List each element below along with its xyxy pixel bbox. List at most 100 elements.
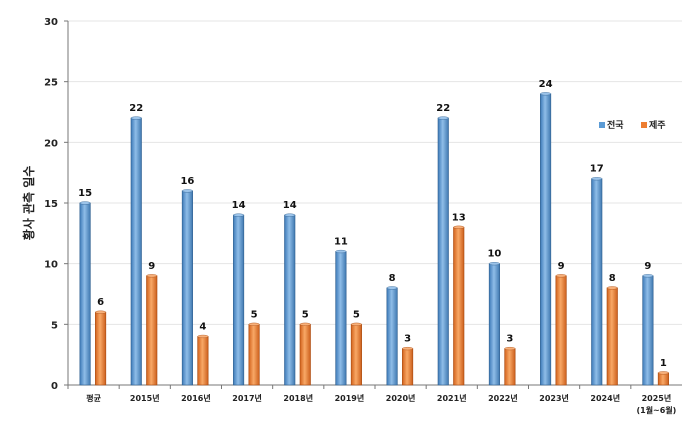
- y-tick-label: 20: [44, 138, 58, 149]
- x-tick-label: 2020년: [386, 393, 416, 403]
- data-label: 16: [180, 176, 194, 187]
- data-label: 14: [232, 200, 246, 211]
- data-label: 1: [660, 358, 667, 369]
- bar-jeju: [350, 324, 362, 386]
- bar-top-cap: [350, 322, 362, 326]
- bar-top-cap: [453, 225, 465, 229]
- y-tick-label: 10: [44, 260, 58, 271]
- bar-top-cap: [437, 116, 449, 120]
- bars: [79, 92, 669, 386]
- data-label: 4: [199, 321, 206, 332]
- bar-top-cap: [504, 347, 516, 351]
- bar-top-cap: [642, 274, 654, 278]
- data-label: 8: [609, 273, 616, 284]
- y-tick-label: 30: [44, 17, 58, 28]
- data-label: 13: [452, 212, 466, 223]
- bar-top-cap: [233, 213, 245, 217]
- bar-top-cap: [248, 322, 260, 326]
- data-label: 9: [644, 261, 651, 272]
- data-label: 5: [353, 309, 360, 320]
- x-tick-label: 2019년: [335, 393, 365, 403]
- x-tick-label: 2025년: [642, 393, 672, 403]
- grid-lines: [68, 20, 682, 325]
- x-tick-note: (1월~6월): [636, 405, 676, 415]
- bar-jeju: [95, 311, 107, 386]
- x-tick-label: 2024년: [590, 393, 620, 403]
- bar-national: [233, 214, 245, 386]
- data-label: 5: [302, 309, 309, 320]
- x-tick-label: 2022년: [488, 393, 518, 403]
- bar-national: [284, 214, 296, 386]
- bar-top-cap: [299, 322, 311, 326]
- bar-top-cap: [402, 347, 414, 351]
- bar-national: [386, 287, 398, 386]
- x-tick-label: 2015년: [130, 393, 160, 403]
- bar-national: [540, 93, 552, 386]
- legend-label: 전국: [607, 119, 624, 131]
- bar-national: [79, 202, 91, 386]
- data-label: 24: [539, 79, 553, 90]
- bar-top-cap: [591, 177, 603, 181]
- bar-jeju: [248, 324, 260, 386]
- legend: 전국 제주: [599, 119, 666, 131]
- x-tick-label: 2023년: [539, 393, 569, 403]
- bar-jeju: [197, 336, 209, 386]
- bar-top-cap: [181, 189, 193, 193]
- y-tick-label: 25: [44, 78, 58, 89]
- data-label: 15: [78, 188, 92, 199]
- data-label: 22: [129, 103, 143, 114]
- legend-label: 제주: [649, 119, 666, 131]
- data-label: 10: [487, 249, 501, 260]
- data-label: 8: [389, 273, 396, 284]
- legend-swatch: [599, 122, 605, 128]
- data-label: 14: [283, 200, 297, 211]
- bar-national: [488, 263, 500, 386]
- bar-national: [130, 117, 142, 386]
- bar-top-cap: [130, 116, 142, 120]
- data-label: 22: [436, 103, 450, 114]
- bar-national: [591, 178, 603, 386]
- y-tick-label: 5: [51, 320, 58, 331]
- data-label: 17: [590, 164, 604, 175]
- bar-jeju: [555, 275, 567, 386]
- y-axis-label: 황사 관측 일수: [21, 166, 36, 241]
- bar-top-cap: [386, 286, 398, 290]
- y-tick-label: 15: [44, 199, 58, 210]
- data-label: 9: [558, 261, 565, 272]
- bar-top-cap: [197, 334, 209, 339]
- y-tick-label: 0: [51, 381, 58, 392]
- bar-top-cap: [555, 274, 567, 278]
- bar-top-cap: [284, 213, 296, 217]
- bar-top-cap: [79, 201, 91, 205]
- data-label: 5: [251, 309, 258, 320]
- bar-jeju: [299, 324, 311, 386]
- bar-top-cap: [657, 371, 669, 375]
- data-labels: 15 22 16 14 14 11 8 22 10 24 17 9 6 9 4 5 5 5 3 13 3 9 8 1: [78, 79, 667, 369]
- data-label: 11: [334, 237, 348, 248]
- legend-swatch: [641, 122, 647, 128]
- bar-jeju: [606, 287, 618, 386]
- bar-jeju: [402, 348, 414, 386]
- x-tick-label: 평균: [86, 393, 101, 403]
- bar-national: [437, 117, 449, 386]
- bar-jeju: [453, 226, 465, 386]
- data-label: 6: [97, 297, 104, 308]
- bar-top-cap: [488, 262, 500, 266]
- bar-jeju: [146, 275, 158, 386]
- x-tick-label: 2018년: [283, 393, 313, 403]
- bar-top-cap: [146, 274, 158, 278]
- bar-top-cap: [606, 286, 618, 290]
- x-tick-label: 2017년: [232, 393, 262, 403]
- x-tick-label: 2016년: [181, 393, 211, 403]
- bar-national: [181, 190, 193, 386]
- bar-top-cap: [95, 310, 107, 314]
- bar-national: [642, 275, 654, 386]
- bar-jeju: [657, 372, 669, 386]
- data-label: 3: [506, 334, 513, 345]
- x-tick-label: 2021년: [437, 393, 467, 403]
- bar-jeju: [504, 348, 516, 386]
- data-label: 9: [148, 261, 155, 272]
